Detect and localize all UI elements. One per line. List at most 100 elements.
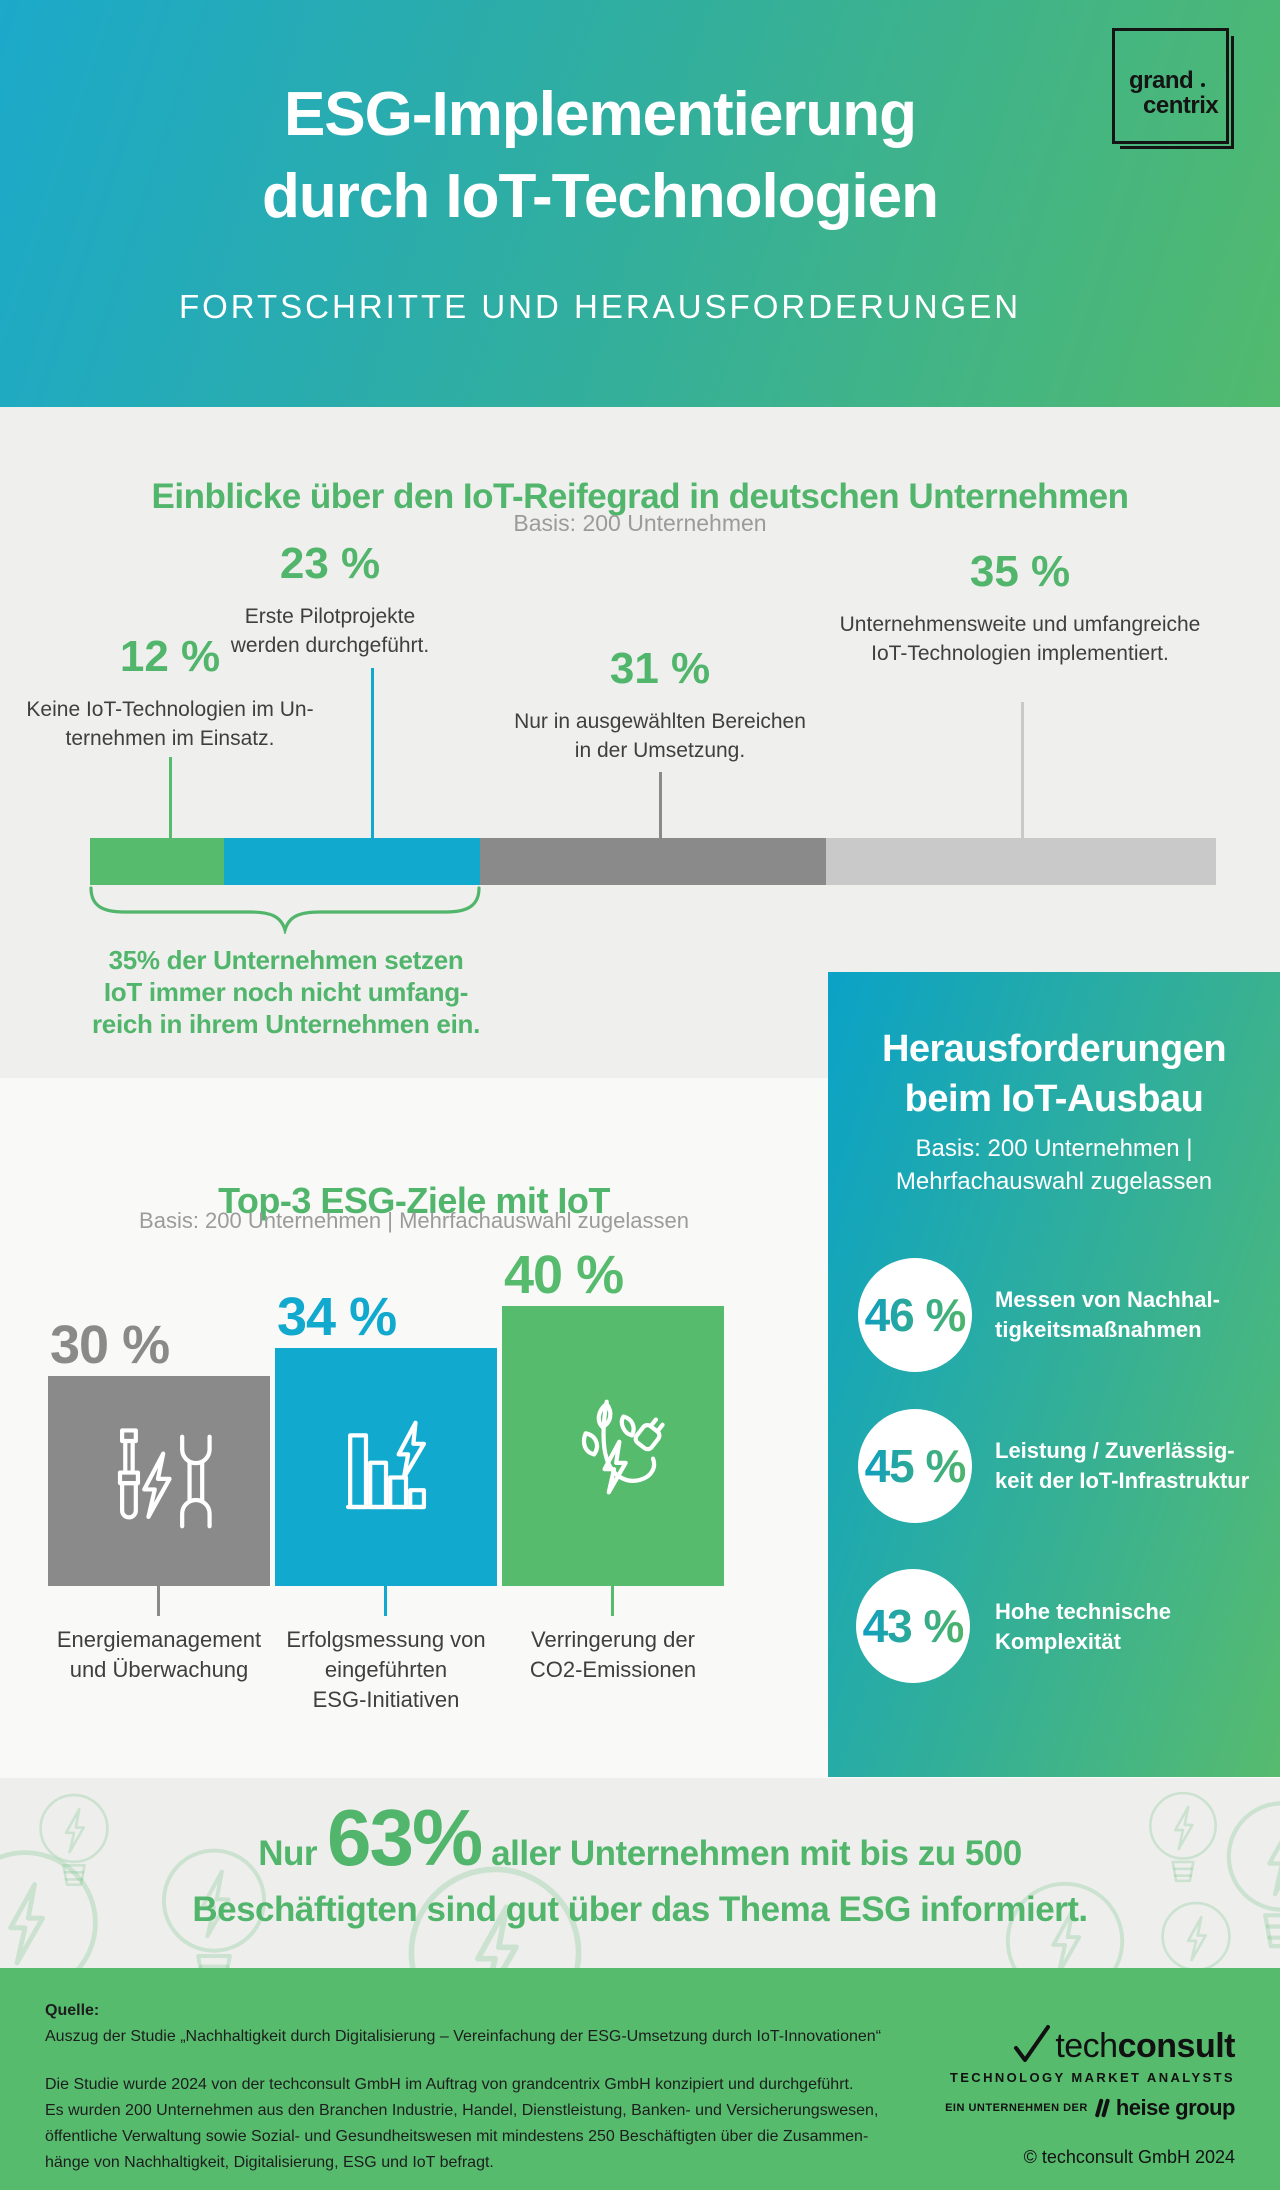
highlight-prefix: Nur: [258, 1834, 318, 1873]
label-line: Nur in ausgewählten Bereichen: [514, 710, 806, 733]
goal-caption-co2: Verringerung der CO2-Emissionen: [482, 1625, 744, 1685]
label-line: keit der IoT-Infrastruktur: [995, 1468, 1250, 1493]
annotation-31pct-label: Nur in ausgewählten Bereichen in der Ums…: [514, 707, 806, 765]
techconsult-brand: techconsult TECHNOLOGY MARKET ANALYSTS E…: [945, 2024, 1236, 2168]
connector-line-12pct: [169, 757, 172, 838]
connector-line-23pct: [371, 668, 374, 838]
highlight-line2: Beschäftigten sind gut über das Thema ES…: [192, 1890, 1088, 1929]
company-name: heise group: [1115, 2095, 1236, 2120]
annotation-23pct-value: 23 %: [279, 539, 381, 588]
title-line: beim IoT-Ausbau: [904, 1078, 1204, 1120]
label-line: Keine IoT-Technologien im Un-: [26, 698, 314, 721]
label-line: in der Umsetzung.: [574, 739, 746, 762]
caption-line: Energiemanagement: [56, 1627, 262, 1652]
brand-tagline: TECHNOLOGY MARKET ANALYSTS: [949, 2070, 1235, 2085]
heise-slashes-icon: [1095, 2098, 1110, 2118]
label-line: ternehmen im Einsatz.: [65, 727, 275, 750]
label-line: tigkeitsmaßnahmen: [995, 1317, 1202, 1342]
highlight-line1: Nur 63% aller Unternehmen mit bis zu 500: [0, 1798, 1280, 1878]
caption-line: CO2-Emissionen: [529, 1657, 697, 1682]
bar-segment-31pct: [480, 838, 826, 885]
title-line: Herausforderungen: [881, 1028, 1227, 1070]
annotation-12pct-value: 12 %: [119, 632, 221, 681]
logo-shadow-square: [1120, 36, 1234, 149]
brand-name-light: tech: [1055, 2027, 1118, 2065]
highlight-big-value: 63%: [327, 1793, 483, 1882]
annotation-31pct-value: 31 %: [609, 644, 711, 693]
maturity-title: Einblicke über den IoT-Reifegrad in deut…: [151, 477, 1129, 517]
challenge-46-label: Messen von Nachhal- tigkeitsmaßnahmen: [995, 1285, 1220, 1345]
maturity-basis: Basis: 200 Unternehmen: [513, 510, 767, 536]
annotation-12pct-label: Keine IoT-Technologien im Un- ternehmen …: [26, 695, 313, 753]
goal-bar-measurement: [275, 1348, 497, 1586]
challenges-panel: Herausforderungen beim IoT-Ausbau Basis:…: [828, 972, 1280, 1777]
study-description: Die Studie wurde 2024 von der techconsul…: [45, 2072, 878, 2176]
caption-line: Erfolgsmessung von: [286, 1627, 486, 1652]
tools-icon: [117, 1428, 212, 1529]
label-line: Unternehmensweite und umfangreiche: [839, 613, 1201, 636]
goal-bar-energy: [48, 1376, 270, 1586]
grandcentrix-logo: grand centrix: [1112, 28, 1234, 149]
caption-line: eingeführten: [324, 1657, 448, 1682]
challenge-45-value: 45 %: [864, 1440, 967, 1492]
caption-line: Verringerung der: [531, 1627, 695, 1652]
annotation-35pct: 35 % Unternehmensweite und umfangreiche …: [810, 548, 1230, 668]
highlight-band: [0, 1778, 1280, 1968]
page-title: ESG-Implementierung durch IoT-Technologi…: [0, 74, 1200, 238]
label-line: Leistung / Zuverlässig-: [995, 1438, 1235, 1463]
label-line: IoT-Technologien implementiert.: [871, 642, 1169, 665]
goal-connector-3: [611, 1586, 614, 1616]
copyright: © techconsult GmbH 2024: [1023, 2147, 1235, 2167]
label-line: Messen von Nachhal-: [995, 1287, 1220, 1312]
note-line: IoT immer noch nicht umfang-: [103, 977, 469, 1007]
label-line: Komplexität: [995, 1629, 1121, 1654]
label-line: Erste Pilotprojekte: [244, 605, 416, 628]
basis-line: Basis: 200 Unternehmen |: [915, 1135, 1193, 1162]
goal-connector-1: [157, 1586, 160, 1616]
maturity-note: 35% der Unternehmen setzen IoT immer noc…: [56, 944, 516, 1040]
challenge-45-label: Leistung / Zuverlässig- keit der IoT-Inf…: [995, 1436, 1249, 1496]
logo-dot: [1201, 83, 1205, 87]
section-iot-maturity: [0, 407, 1280, 1078]
label-line: Hohe technische: [995, 1599, 1172, 1624]
page-title-line1: ESG-Implementierung: [283, 80, 917, 149]
challenge-43-label: Hohe technische Komplexität: [995, 1597, 1171, 1657]
goals-title: Top-3 ESG-Ziele mit IoT: [218, 1179, 610, 1221]
goal-bar-3-value: 40 %: [504, 1245, 624, 1305]
caption-line: ESG-Initiativen: [312, 1687, 460, 1712]
caption-line: und Überwachung: [69, 1657, 249, 1682]
stacked-maturity-bar: [90, 838, 1217, 885]
connector-line-31pct: [659, 772, 662, 838]
curly-brace: [89, 886, 481, 934]
logo-text-centrix: centrix: [1143, 92, 1219, 119]
challenge-circle-45: 45 %: [858, 1409, 972, 1523]
goal-caption-energy: Energiemanagement und Überwachung: [28, 1625, 290, 1685]
goal-bar-1-value: 30 %: [50, 1315, 170, 1375]
goal-bar-2-value: 34 %: [277, 1287, 397, 1347]
body-line: öffentliche Verwaltung sowie Sozial- und…: [45, 2128, 869, 2145]
page-subtitle: FORTSCHRITTE UND HERAUSFORDERUNGEN: [178, 288, 1022, 325]
note-line: 35% der Unternehmen setzen: [108, 945, 464, 975]
challenge-circle-46: 46 %: [858, 1258, 972, 1372]
note-line: reich in ihrem Unternehmen ein.: [91, 1009, 480, 1039]
checkmark-icon: [1014, 2025, 1051, 2062]
hero-header: ESG-Implementierung durch IoT-Technologi…: [0, 0, 1280, 407]
footer: Quelle: Auszug der Studie „Nachhaltigkei…: [0, 1968, 1280, 2190]
annotation-23pct-label: Erste Pilotprojekte werden durchgeführt.: [231, 602, 429, 660]
source-label: Quelle:: [45, 2002, 100, 2019]
annotation-23pct: 23 % Erste Pilotprojekte werden durchgef…: [210, 540, 450, 660]
heise-group-line: EIN UNTERNEHMEN DER heise group: [945, 2095, 1235, 2121]
challenges-basis: Basis: 200 Unternehmen | Mehrfachauswahl…: [828, 1132, 1280, 1198]
label-line: werden durchgeführt.: [230, 634, 430, 657]
brand-name-bold: consult: [1117, 2027, 1236, 2065]
goal-bar-co2: [502, 1306, 724, 1586]
logo-square: grand centrix: [1112, 28, 1229, 144]
bar-segment-35pct: [825, 838, 1217, 885]
challenge-43-value: 43 %: [862, 1600, 965, 1652]
basis-line: Mehrfachauswahl zugelassen: [895, 1168, 1213, 1195]
annotation-31pct: 31 % Nur in ausgewählten Bereichen in de…: [500, 645, 820, 765]
bar-segment-23pct: [223, 838, 481, 885]
annotation-12pct: 12 % Keine IoT-Technologien im Un- terne…: [10, 633, 330, 753]
annotation-35pct-label: Unternehmensweite und umfangreiche IoT-T…: [840, 610, 1201, 668]
connector-line-35pct: [1021, 702, 1024, 838]
